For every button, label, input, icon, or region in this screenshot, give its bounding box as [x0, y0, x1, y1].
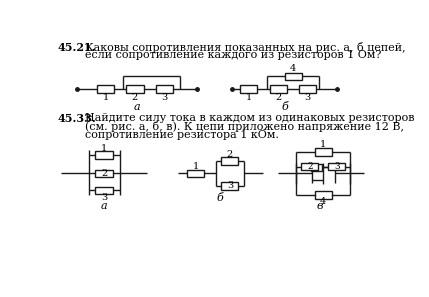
Text: 2: 2: [314, 163, 319, 172]
Text: 2: 2: [101, 169, 107, 178]
Bar: [240, 85, 257, 93]
Text: 1: 1: [101, 143, 107, 153]
Bar: [221, 157, 239, 165]
Text: 3: 3: [334, 162, 340, 171]
Text: 45.21.: 45.21.: [57, 42, 96, 53]
Text: б: б: [217, 193, 224, 203]
Bar: [127, 85, 144, 93]
Text: 1: 1: [192, 162, 199, 171]
Text: 1: 1: [320, 140, 326, 149]
Bar: [156, 85, 173, 93]
Text: 2: 2: [227, 150, 233, 159]
Bar: [311, 164, 322, 171]
Text: Каковы сопротивления показанных на рис. а, б цепей,: Каковы сопротивления показанных на рис. …: [85, 42, 405, 53]
Bar: [315, 148, 332, 156]
Bar: [284, 72, 302, 80]
Text: (см. рис. а, б, в). К цепи приложено напряжение 12 В,: (см. рис. а, б, в). К цепи приложено нап…: [85, 121, 404, 132]
Text: б: б: [281, 102, 288, 112]
Text: 45.33.: 45.33.: [57, 113, 96, 124]
Bar: [301, 163, 318, 170]
Bar: [97, 85, 114, 93]
Text: 3: 3: [227, 181, 233, 190]
Text: 2: 2: [275, 93, 281, 102]
Bar: [96, 187, 112, 194]
Bar: [96, 151, 112, 159]
Text: сопротивление резистора 1 кОм.: сопротивление резистора 1 кОм.: [85, 129, 278, 140]
Bar: [328, 163, 345, 170]
Text: 3: 3: [161, 93, 168, 102]
Text: 4: 4: [320, 198, 326, 206]
Text: в: в: [316, 201, 323, 211]
Text: а: а: [101, 201, 107, 211]
Bar: [221, 182, 239, 190]
Bar: [299, 85, 316, 93]
Bar: [96, 170, 112, 177]
Text: 2: 2: [132, 93, 138, 102]
Text: 3: 3: [101, 193, 107, 202]
Text: 1: 1: [246, 93, 252, 102]
Bar: [187, 170, 204, 177]
Text: Найдите силу тока в каждом из одинаковых резисторов: Найдите силу тока в каждом из одинаковых…: [85, 113, 414, 123]
Text: 2: 2: [307, 162, 313, 171]
Text: а: а: [133, 102, 140, 112]
Bar: [270, 85, 287, 93]
Text: если сопротивление каждого из резисторов 1 Ом?: если сопротивление каждого из резисторов…: [85, 50, 381, 60]
Text: 3: 3: [305, 93, 311, 102]
Text: 4: 4: [290, 64, 296, 73]
Text: 1: 1: [103, 93, 109, 102]
Bar: [315, 191, 332, 199]
